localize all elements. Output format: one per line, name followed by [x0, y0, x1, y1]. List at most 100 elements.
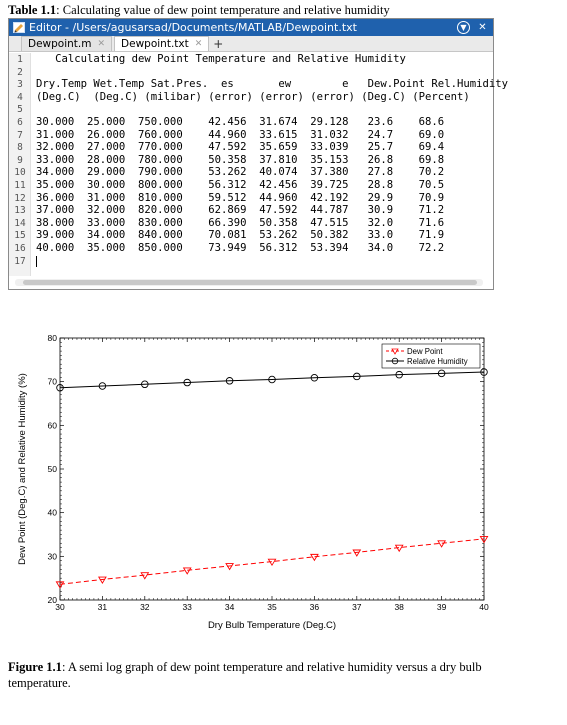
line-text: 35.000 30.000 800.000 56.312 42.456 39.7…	[36, 179, 445, 191]
editor-title: Editor - /Users/agusarsad/Documents/MATL…	[29, 21, 357, 34]
line-text: 37.000 32.000 820.000 62.869 47.592 44.7…	[36, 204, 445, 217]
legend-box	[381, 343, 481, 369]
editor-titlebar: Editor - /Users/agusarsad/Documents/MATL…	[9, 19, 493, 36]
code-line: 7 31.000 26.000 760.000 44.960 33.615 31.…	[9, 129, 444, 142]
y-tick-label: 50	[48, 464, 58, 474]
y-tick-label: 20	[48, 595, 58, 605]
x-tick-label: 32	[140, 602, 150, 612]
options-circle-icon[interactable]: ▼	[457, 21, 470, 34]
line-text: Calculating dew Point Temperature and Re…	[36, 53, 406, 65]
plot-area	[59, 337, 485, 601]
line-text: 30.000 25.000 750.000 42.456 31.674 29.1…	[36, 116, 445, 128]
line-text: 33.000 28.000 780.000 50.358 37.810 35.1…	[36, 153, 445, 166]
line-number: 4	[17, 91, 23, 103]
line-text: 32.000 27.000 770.000 47.592 35.659 33.0…	[36, 141, 445, 154]
code-line: 2	[9, 66, 31, 79]
data-point-triangle	[182, 567, 192, 575]
legend-marker-triangle	[391, 348, 399, 355]
data-point-circle	[353, 372, 361, 381]
tab-label: Dewpoint.txt	[121, 38, 189, 50]
line-text: Dry.Temp Wet.Temp Sat.Pres. es ew e Dew.…	[36, 78, 508, 91]
line-text: (Deg.C) (Deg.C) (milibar) (error) (error…	[36, 90, 470, 103]
y-tick-label: 70	[48, 377, 58, 387]
line-number: 17	[14, 255, 26, 267]
line-number: 11	[14, 180, 26, 191]
tab-close-icon[interactable]: ✕	[97, 39, 106, 49]
data-point-triangle	[225, 563, 234, 571]
code-line: 13 37.000 32.000 820.000 62.869 47.592 44…	[9, 204, 444, 217]
table-caption-label: Table 1.1	[8, 3, 57, 17]
figure-caption: Figure 1.1: A semi log graph of dew poin…	[8, 659, 528, 691]
data-point-circle	[98, 382, 107, 390]
line-text: 36.000 31.000 810.000 59.512 44.960 42.1…	[36, 191, 445, 204]
legend-label: Relative Humidity	[407, 357, 468, 366]
code-line: 1 Calculating dew Point Temperature and …	[9, 53, 406, 66]
x-tick-label: 39	[437, 602, 447, 612]
data-point-triangle	[55, 581, 65, 589]
data-point-circle	[141, 380, 149, 389]
matlab-editor-icon	[13, 22, 25, 33]
y-tick-label: 80	[48, 333, 58, 343]
data-point-circle	[225, 377, 234, 385]
data-point-circle	[56, 384, 64, 392]
data-point-circle	[268, 375, 276, 384]
code-line: 9 33.000 28.000 780.000 50.358 37.810 35.…	[9, 154, 444, 167]
figure-caption-text: : A semi log graph of dew point temperat…	[8, 660, 482, 690]
tab-dewpoint-txt[interactable]: Dewpoint.txt ✕	[114, 36, 210, 51]
tab-dewpoint-m[interactable]: Dewpoint.m ✕	[21, 36, 113, 51]
series-line-1	[59, 371, 485, 389]
data-point-circle	[480, 368, 488, 376]
code-line: 8 32.000 27.000 770.000 47.592 35.659 33.…	[9, 141, 444, 154]
line-number: 5	[17, 104, 23, 116]
x-tick-label: 35	[267, 602, 277, 612]
y-tick-label: 60	[48, 420, 58, 430]
horizontal-scrollbar[interactable]	[15, 279, 483, 286]
code-line: 4 (Deg.C) (Deg.C) (milibar) (error) (erro…	[9, 91, 470, 104]
line-number: 1	[17, 54, 23, 65]
data-point-triangle	[437, 540, 446, 548]
line-text: 39.000 34.000 840.000 70.081 53.262 50.3…	[36, 229, 445, 242]
x-tick-label: 38	[394, 602, 404, 612]
x-tick-label: 33	[182, 602, 192, 612]
data-point-circle	[437, 369, 446, 378]
x-tick-label: 31	[98, 602, 108, 612]
code-line: 11 35.000 30.000 800.000 56.312 42.456 39…	[9, 179, 444, 192]
editor-window: Editor - /Users/agusarsad/Documents/MATL…	[8, 18, 508, 290]
data-point-circle	[183, 378, 191, 387]
x-axis-label: Dry Bulb Temperature (Deg.C)	[208, 620, 336, 631]
scrollbar-thumb[interactable]	[23, 280, 477, 285]
code-line: 6 30.000 25.000 750.000 42.456 31.674 29.…	[9, 116, 444, 129]
code-line: 17	[9, 255, 37, 268]
code-line: 3 Dry.Temp Wet.Temp Sat.Pres. es ew e Dew…	[9, 78, 508, 91]
line-number: 2	[17, 66, 23, 78]
line-text: 31.000 26.000 760.000 44.960 33.615 31.0…	[36, 128, 445, 141]
legend-marker-circle	[391, 357, 399, 365]
x-tick-label: 34	[225, 602, 235, 612]
data-point-circle	[310, 373, 319, 382]
data-point-triangle	[98, 576, 107, 584]
line-number: 10	[14, 167, 26, 179]
line-number: 14	[14, 217, 26, 229]
legend-label: Dew Point	[407, 347, 443, 356]
series-line-0	[59, 538, 485, 585]
line-text: 34.000 29.000 790.000 53.262 40.074 37.3…	[36, 166, 445, 179]
tab-close-icon[interactable]: ✕	[194, 39, 203, 49]
plus-icon[interactable]: +	[213, 36, 224, 51]
x-tick-label: 37	[352, 602, 362, 612]
line-number: 6	[17, 117, 23, 128]
code-area[interactable]: 1 Calculating dew Point Temperature and …	[9, 53, 508, 276]
data-point-triangle	[352, 549, 362, 557]
data-point-triangle	[394, 544, 404, 553]
code-line: 16 40.000 35.000 850.000 73.949 56.312 53…	[9, 242, 444, 255]
code-line: 12 36.000 31.000 810.000 59.512 44.960 42…	[9, 192, 444, 205]
data-point-circle	[395, 370, 403, 379]
line-number: 8	[17, 142, 23, 154]
line-number: 13	[14, 205, 26, 217]
x-tick-label: 30	[55, 602, 65, 612]
code-line: 5	[9, 103, 31, 116]
code-line: 14 38.000 33.000 830.000 66.390 50.358 47…	[9, 217, 444, 230]
line-number: 9	[17, 154, 23, 166]
close-icon[interactable]: ✕	[478, 22, 487, 33]
y-tick-label: 30	[48, 551, 58, 561]
line-text: 40.000 35.000 850.000 73.949 56.312 53.3…	[36, 242, 445, 254]
